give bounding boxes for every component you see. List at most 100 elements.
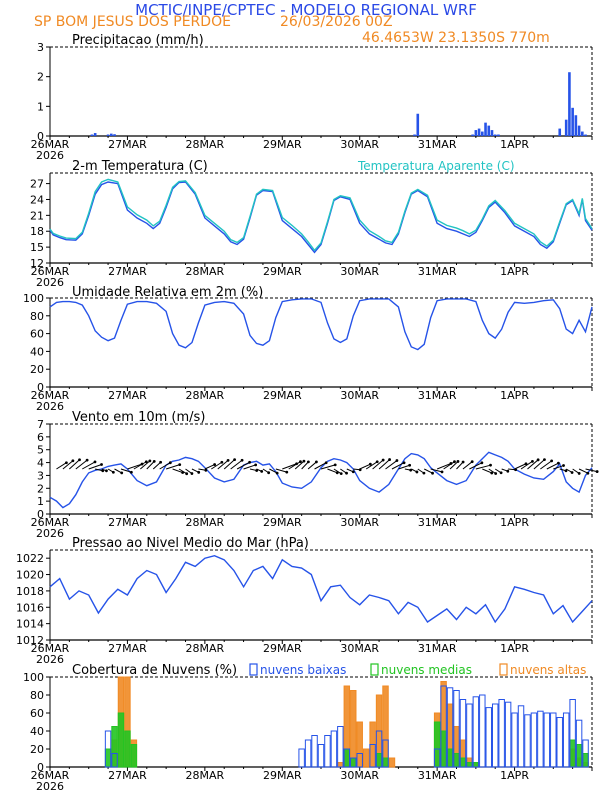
wind-arrow-head [506,469,510,473]
wind-arrow-head [306,460,310,464]
cloud-bar-low [524,714,531,768]
precip-bar [584,134,587,136]
y-tick-label: 15 [30,241,44,254]
wind-arrow-head [168,461,172,465]
wind-arrow-head [550,459,554,463]
x-tick-year: 2026 [36,653,64,666]
cloud-bar-mid [433,721,441,768]
wind-arrow-head [543,458,546,462]
cloud-bar-low [111,753,118,768]
cloud-bar-low [479,694,486,768]
cloud-bar-mid [130,744,138,768]
wind-arrow [217,459,229,470]
wind-arrow-head [178,463,182,466]
series-line-rh-0 [49,298,593,351]
wind-arrow-head [562,464,565,467]
precip-bar [493,134,497,136]
wind-arrow [69,459,80,470]
x-tick-label: 29MAR [263,769,302,782]
y-tick-label: 1018 [16,585,44,598]
cloud-bar-mid [104,748,112,768]
y-tick-label: 0 [37,508,44,521]
wind-arrow-head [494,472,498,475]
wind-arrow-head [564,469,568,473]
y-tick-label: 3 [37,469,44,482]
wind-arrow [443,461,455,470]
wind-arrow [314,462,327,470]
wind-arrow [159,462,171,470]
cloud-bar-low [517,705,525,768]
cloud-bar-low [491,703,499,768]
precip-bar [109,133,113,136]
wind-arrow-head [267,471,271,475]
precip-bar [574,115,578,136]
wind-arrow-head [78,458,81,462]
wind-arrow-head [461,460,465,464]
wind-arrow [172,468,183,474]
wind-arrow [294,460,305,470]
cloud-bar-low [356,753,363,768]
cloud-bar-low [466,703,473,768]
y-tick-label: 3 [37,41,44,54]
wind-arrow [152,461,161,470]
wind-arrow-head [100,463,103,466]
wind-arrow-head [351,470,355,474]
wind-arrow [540,460,552,470]
chart-header-title: MCTIC/INPE/CPTEC - MODELO REGIONAL WRF [135,1,477,19]
wind-arrow [585,468,598,473]
y-tick-label: 12 [30,257,44,270]
wind-arrow-head [595,470,599,473]
wind-arrow-head [375,460,379,464]
series-line-mslp-0 [49,554,593,624]
cloud-bar-low [511,712,518,768]
wind-arrow-head [395,459,399,462]
precip-bar [90,134,94,136]
x-tick-label: 28MAR [186,642,225,655]
wind-arrow-head [333,463,337,467]
precip-bar [413,134,416,136]
x-tick-label: 27MAR [108,265,147,278]
y-tick-label: 7 [37,418,44,431]
y-tick-label: 100 [23,671,44,684]
precip-bar [487,125,491,136]
cloud-bar-low [311,735,318,768]
wind-arrow [553,465,564,470]
y-tick-label: 80 [30,689,44,702]
x-tick-label: 30MAR [340,516,379,529]
x-tick-label: 29MAR [263,138,302,151]
wind-arrow [82,461,96,470]
x-tick-year: 2026 [36,276,64,289]
wind-arrow-head [204,468,208,472]
cloud-bar-mid [440,730,447,768]
x-tick-label: 1APR [500,265,529,278]
wind-arrow [482,468,492,474]
cloud-bar-low [382,739,389,768]
precip-bar [490,130,494,136]
wind-arrow [359,463,371,470]
wind-arrow-head [302,459,306,463]
x-tick-label: 26MAR [31,265,70,278]
wind-arrow [133,461,147,470]
cloud-bar-high [356,721,363,768]
wind-arrow [269,468,278,474]
wind-arrow [546,462,559,470]
wind-arrow [385,460,398,470]
cloud-bar-low [562,712,570,768]
x-tick-label: 31MAR [418,516,457,529]
y-tick-label: 60 [30,707,44,720]
wind-arrow [391,462,405,470]
precip-bar [481,131,484,136]
cloud-bar-high [337,762,344,768]
cloud-bar-low [569,699,576,768]
cloud-bar-low [504,701,512,768]
wind-arrow-head [152,460,156,463]
cloud-bar-low [104,730,112,768]
wind-arrow-head [422,471,426,475]
panel-title: Cobertura de Nuvens (%) [72,663,237,678]
wind-arrow [62,460,74,470]
wind-arrow-head [440,470,444,474]
wind-arrow [424,468,433,474]
precip-bar [474,130,478,136]
